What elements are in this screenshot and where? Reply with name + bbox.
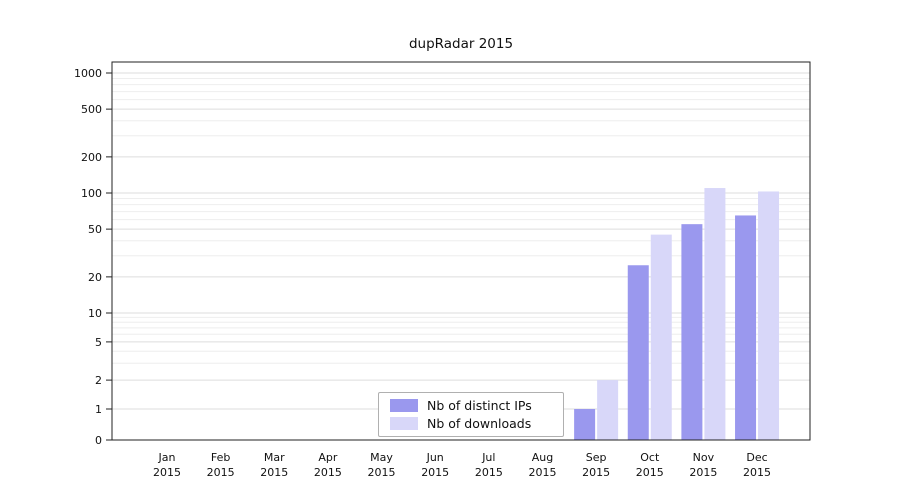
legend-label-downloads: Nb of downloads	[427, 416, 532, 432]
bar-distinct-ips	[681, 224, 703, 440]
bar-distinct-ips	[627, 265, 649, 440]
y-tick-label: 0	[95, 434, 102, 447]
y-tick-label: 5	[95, 336, 102, 349]
x-tick-label-year: 2015	[582, 466, 610, 479]
y-tick-label: 50	[88, 223, 102, 236]
y-tick-label: 2	[95, 374, 102, 387]
x-tick-label-month: Dec	[746, 451, 767, 464]
x-tick-label-year: 2015	[153, 466, 181, 479]
x-tick-label-month: Feb	[211, 451, 230, 464]
y-tick-label: 200	[81, 151, 102, 164]
x-tick-label-month: Mar	[264, 451, 285, 464]
legend-swatch-distinct-ips	[390, 399, 418, 413]
x-tick-label-month: Jan	[158, 451, 176, 464]
x-tick-label-year: 2015	[260, 466, 288, 479]
bar-distinct-ips	[574, 409, 596, 440]
bar-downloads	[650, 234, 672, 440]
x-tick-label-year: 2015	[207, 466, 235, 479]
x-tick-label-year: 2015	[314, 466, 342, 479]
y-tick-label: 1000	[74, 67, 102, 80]
x-tick-label-year: 2015	[689, 466, 717, 479]
bar-distinct-ips	[735, 215, 757, 440]
y-tick-label: 100	[81, 187, 102, 200]
legend-label-distinct-ips: Nb of distinct IPs	[427, 398, 532, 413]
x-tick-label-month: Oct	[640, 451, 660, 464]
x-tick-label-year: 2015	[636, 466, 664, 479]
x-tick-label-month: Nov	[693, 451, 715, 464]
y-tick-label: 1	[95, 403, 102, 416]
x-tick-label-year: 2015	[475, 466, 503, 479]
x-tick-label-month: Apr	[318, 451, 338, 464]
x-tick-label-year: 2015	[528, 466, 556, 479]
bar-downloads	[704, 188, 726, 440]
y-tick-label: 20	[88, 271, 102, 284]
x-tick-label-year: 2015	[368, 466, 396, 479]
chart-title: dupRadar 2015	[408, 36, 514, 52]
bar-downloads	[597, 380, 619, 440]
legend-swatch-downloads	[390, 417, 418, 431]
legend: Nb of distinct IPs Nb of downloads	[378, 392, 564, 438]
x-tick-label-year: 2015	[421, 466, 449, 479]
bar-downloads	[758, 191, 780, 440]
legend-item-distinct-ips: Nb of distinct IPs	[390, 399, 552, 412]
legend-item-downloads: Nb of downloads	[390, 417, 552, 430]
plot-frame	[111, 61, 811, 441]
x-tick-label-month: Aug	[532, 451, 553, 464]
y-tick-label: 500	[81, 103, 102, 116]
x-tick-label-month: Jul	[481, 451, 495, 464]
x-tick-label-month: Jun	[426, 451, 444, 464]
x-tick-label-year: 2015	[743, 466, 771, 479]
x-tick-label-month: Sep	[586, 451, 607, 464]
x-tick-label-month: May	[370, 451, 393, 464]
y-tick-label: 10	[88, 307, 102, 320]
